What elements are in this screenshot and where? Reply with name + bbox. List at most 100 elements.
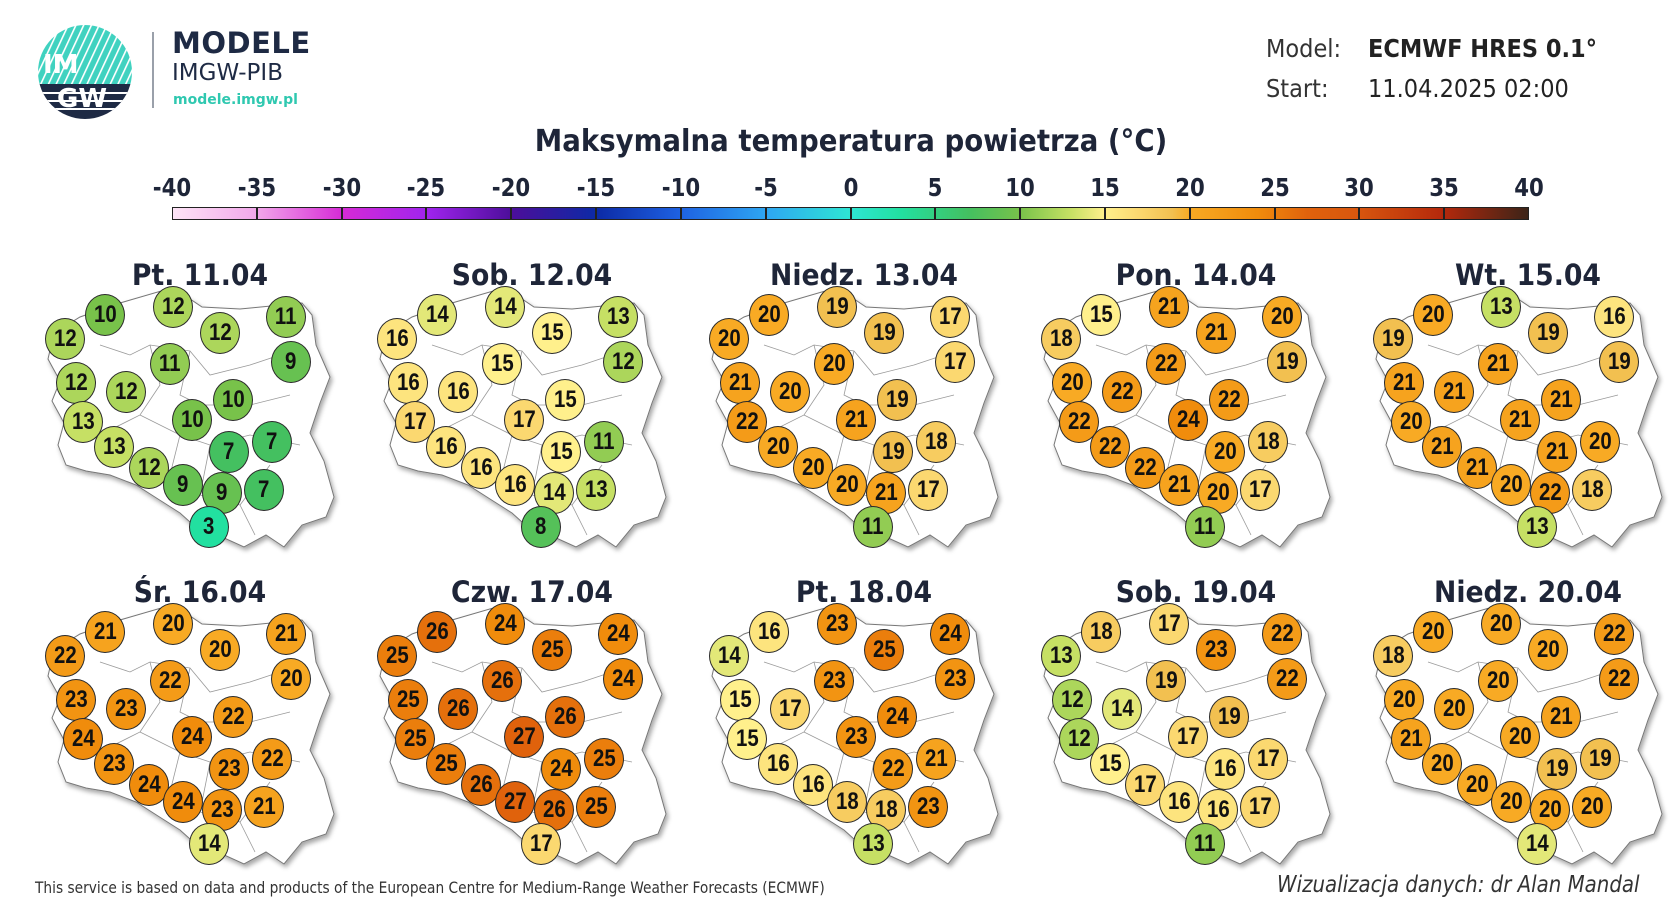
map-date-title: Sob. 19.04 — [1115, 575, 1277, 609]
station-value-label: 23 — [844, 723, 868, 750]
station-value-marker: 8 — [521, 506, 561, 548]
station-value-marker: 19 — [1580, 738, 1620, 780]
map-date-title: Sob. 12.04 — [451, 258, 613, 292]
station-value-marker: 20 — [1481, 603, 1521, 645]
station-value-marker: 21 — [1384, 362, 1424, 404]
station-value-label: 27 — [512, 723, 536, 750]
station-value-marker: 18 — [866, 789, 906, 831]
station-value-label: 21 — [728, 369, 752, 396]
station-value-marker: 13 — [63, 401, 103, 443]
station-value-label: 14 — [1110, 695, 1134, 722]
station-value-label: 12 — [208, 319, 232, 346]
start-label: Start: — [1266, 74, 1329, 103]
colorbar-tick-mark — [510, 208, 513, 220]
station-value-marker: 17 — [770, 688, 810, 730]
station-value-label: 22 — [221, 703, 245, 730]
station-value-label: 20 — [1060, 369, 1084, 396]
station-value-marker: 22 — [727, 401, 767, 443]
station-value-label: 21 — [1549, 386, 1573, 413]
station-value-marker: 14 — [485, 286, 525, 328]
station-value-label: 9 — [216, 479, 228, 506]
station-value-marker: 23 — [106, 688, 146, 730]
station-value-marker: 19 — [817, 286, 857, 328]
station-value-label: 22 — [1133, 454, 1157, 481]
station-value-label: 26 — [490, 667, 514, 694]
station-value-marker: 24 — [603, 658, 643, 700]
station-value-label: 16 — [503, 471, 527, 498]
brand-url-link[interactable]: modele.imgw.pl — [173, 92, 298, 108]
station-value-label: 10 — [93, 301, 117, 328]
station-value-marker: 17 — [1248, 738, 1288, 780]
station-value-label: 24 — [938, 620, 962, 647]
station-value-marker: 15 — [1081, 294, 1121, 336]
station-value-label: 11 — [275, 303, 297, 330]
station-value-label: 19 — [1607, 348, 1631, 375]
station-value-label: 16 — [446, 378, 470, 405]
station-value-label: 21 — [844, 406, 868, 433]
station-value-label: 17 — [1133, 771, 1157, 798]
station-value-marker: 24 — [1168, 399, 1208, 441]
station-value-marker: 23 — [56, 679, 96, 721]
station-value-label: 26 — [542, 796, 566, 823]
station-value-label: 3 — [203, 513, 215, 540]
station-value-marker: 16 — [749, 611, 789, 653]
station-value-marker: 22 — [45, 635, 85, 677]
station-value-marker: 15 — [482, 343, 522, 385]
station-value-marker: 17 — [908, 469, 948, 511]
station-value-label: 15 — [735, 725, 759, 752]
station-value-label: 20 — [161, 610, 185, 637]
station-value-label: 16 — [385, 325, 409, 352]
station-value-marker: 20 — [1580, 421, 1620, 463]
station-value-marker: 19 — [1267, 341, 1307, 383]
station-value-marker: 16 — [495, 464, 535, 506]
brand-title: MODELE — [172, 26, 311, 60]
station-value-label: 21 — [1204, 319, 1228, 346]
station-value-marker: 14 — [417, 294, 457, 336]
map-date-title: Niedz. 20.04 — [1433, 575, 1622, 609]
station-value-label: 13 — [1525, 513, 1549, 540]
station-value-label: 11 — [159, 350, 181, 377]
station-value-marker: 20 — [1384, 679, 1424, 721]
station-value-marker: 22 — [1267, 658, 1307, 700]
station-value-label: 21 — [924, 745, 948, 772]
station-value-label: 24 — [180, 723, 204, 750]
station-value-marker: 22 — [1209, 379, 1249, 421]
station-value-marker: 21 — [1541, 696, 1581, 738]
station-value-label: 19 — [885, 386, 909, 413]
station-value-marker: 20 — [814, 343, 854, 385]
station-value-label: 21 — [1157, 293, 1181, 320]
station-value-marker: 20 — [770, 371, 810, 413]
map-date-title: Pon. 14.04 — [1115, 258, 1277, 292]
station-value-label: 15 — [728, 686, 752, 713]
colorbar-tick-label: -40 — [152, 173, 192, 202]
station-value-marker: 22 — [1146, 343, 1186, 385]
station-value-label: 26 — [469, 771, 493, 798]
station-value-label: 12 — [1067, 725, 1091, 752]
station-value-marker: 21 — [1537, 431, 1577, 473]
station-value-label: 16 — [469, 454, 493, 481]
forecast-map: Śr. 16.04 22 21 20 20 21 20 22 23 23 22 24 24 23 24 24 2… — [40, 575, 360, 892]
station-value-label: 10 — [221, 386, 245, 413]
colorbar-tick-label: 10 — [1005, 173, 1035, 202]
colorbar-tick-label: -10 — [661, 173, 701, 202]
station-value-marker: 20 — [1530, 789, 1570, 831]
station-value-marker: 18 — [1572, 469, 1612, 511]
station-value-marker: 16 — [388, 362, 428, 404]
station-value-label: 23 — [217, 755, 241, 782]
forecast-map: Pt. 11.04 12 10 12 12 11 9 11 12 12 10 10 13 13 12 9 9 7 7… — [40, 258, 360, 575]
station-value-marker: 24 — [541, 748, 581, 790]
station-value-label: 17 — [916, 476, 940, 503]
colorbar-tick-label: 35 — [1429, 173, 1459, 202]
station-value-label: 15 — [549, 438, 573, 465]
station-value-marker: 21 — [1159, 464, 1199, 506]
station-value-label: 18 — [1049, 325, 1073, 352]
station-value-label: 20 — [1465, 771, 1489, 798]
station-value-label: 22 — [1275, 665, 1299, 692]
station-value-label: 23 — [822, 667, 846, 694]
station-value-label: 17 — [938, 303, 962, 330]
station-value-marker: 16 — [758, 743, 798, 785]
station-value-marker: 16 — [438, 371, 478, 413]
station-value-marker: 22 — [1262, 613, 1302, 655]
colorbar-tick-label: 0 — [843, 173, 858, 202]
svg-text:GW: GW — [57, 84, 107, 114]
